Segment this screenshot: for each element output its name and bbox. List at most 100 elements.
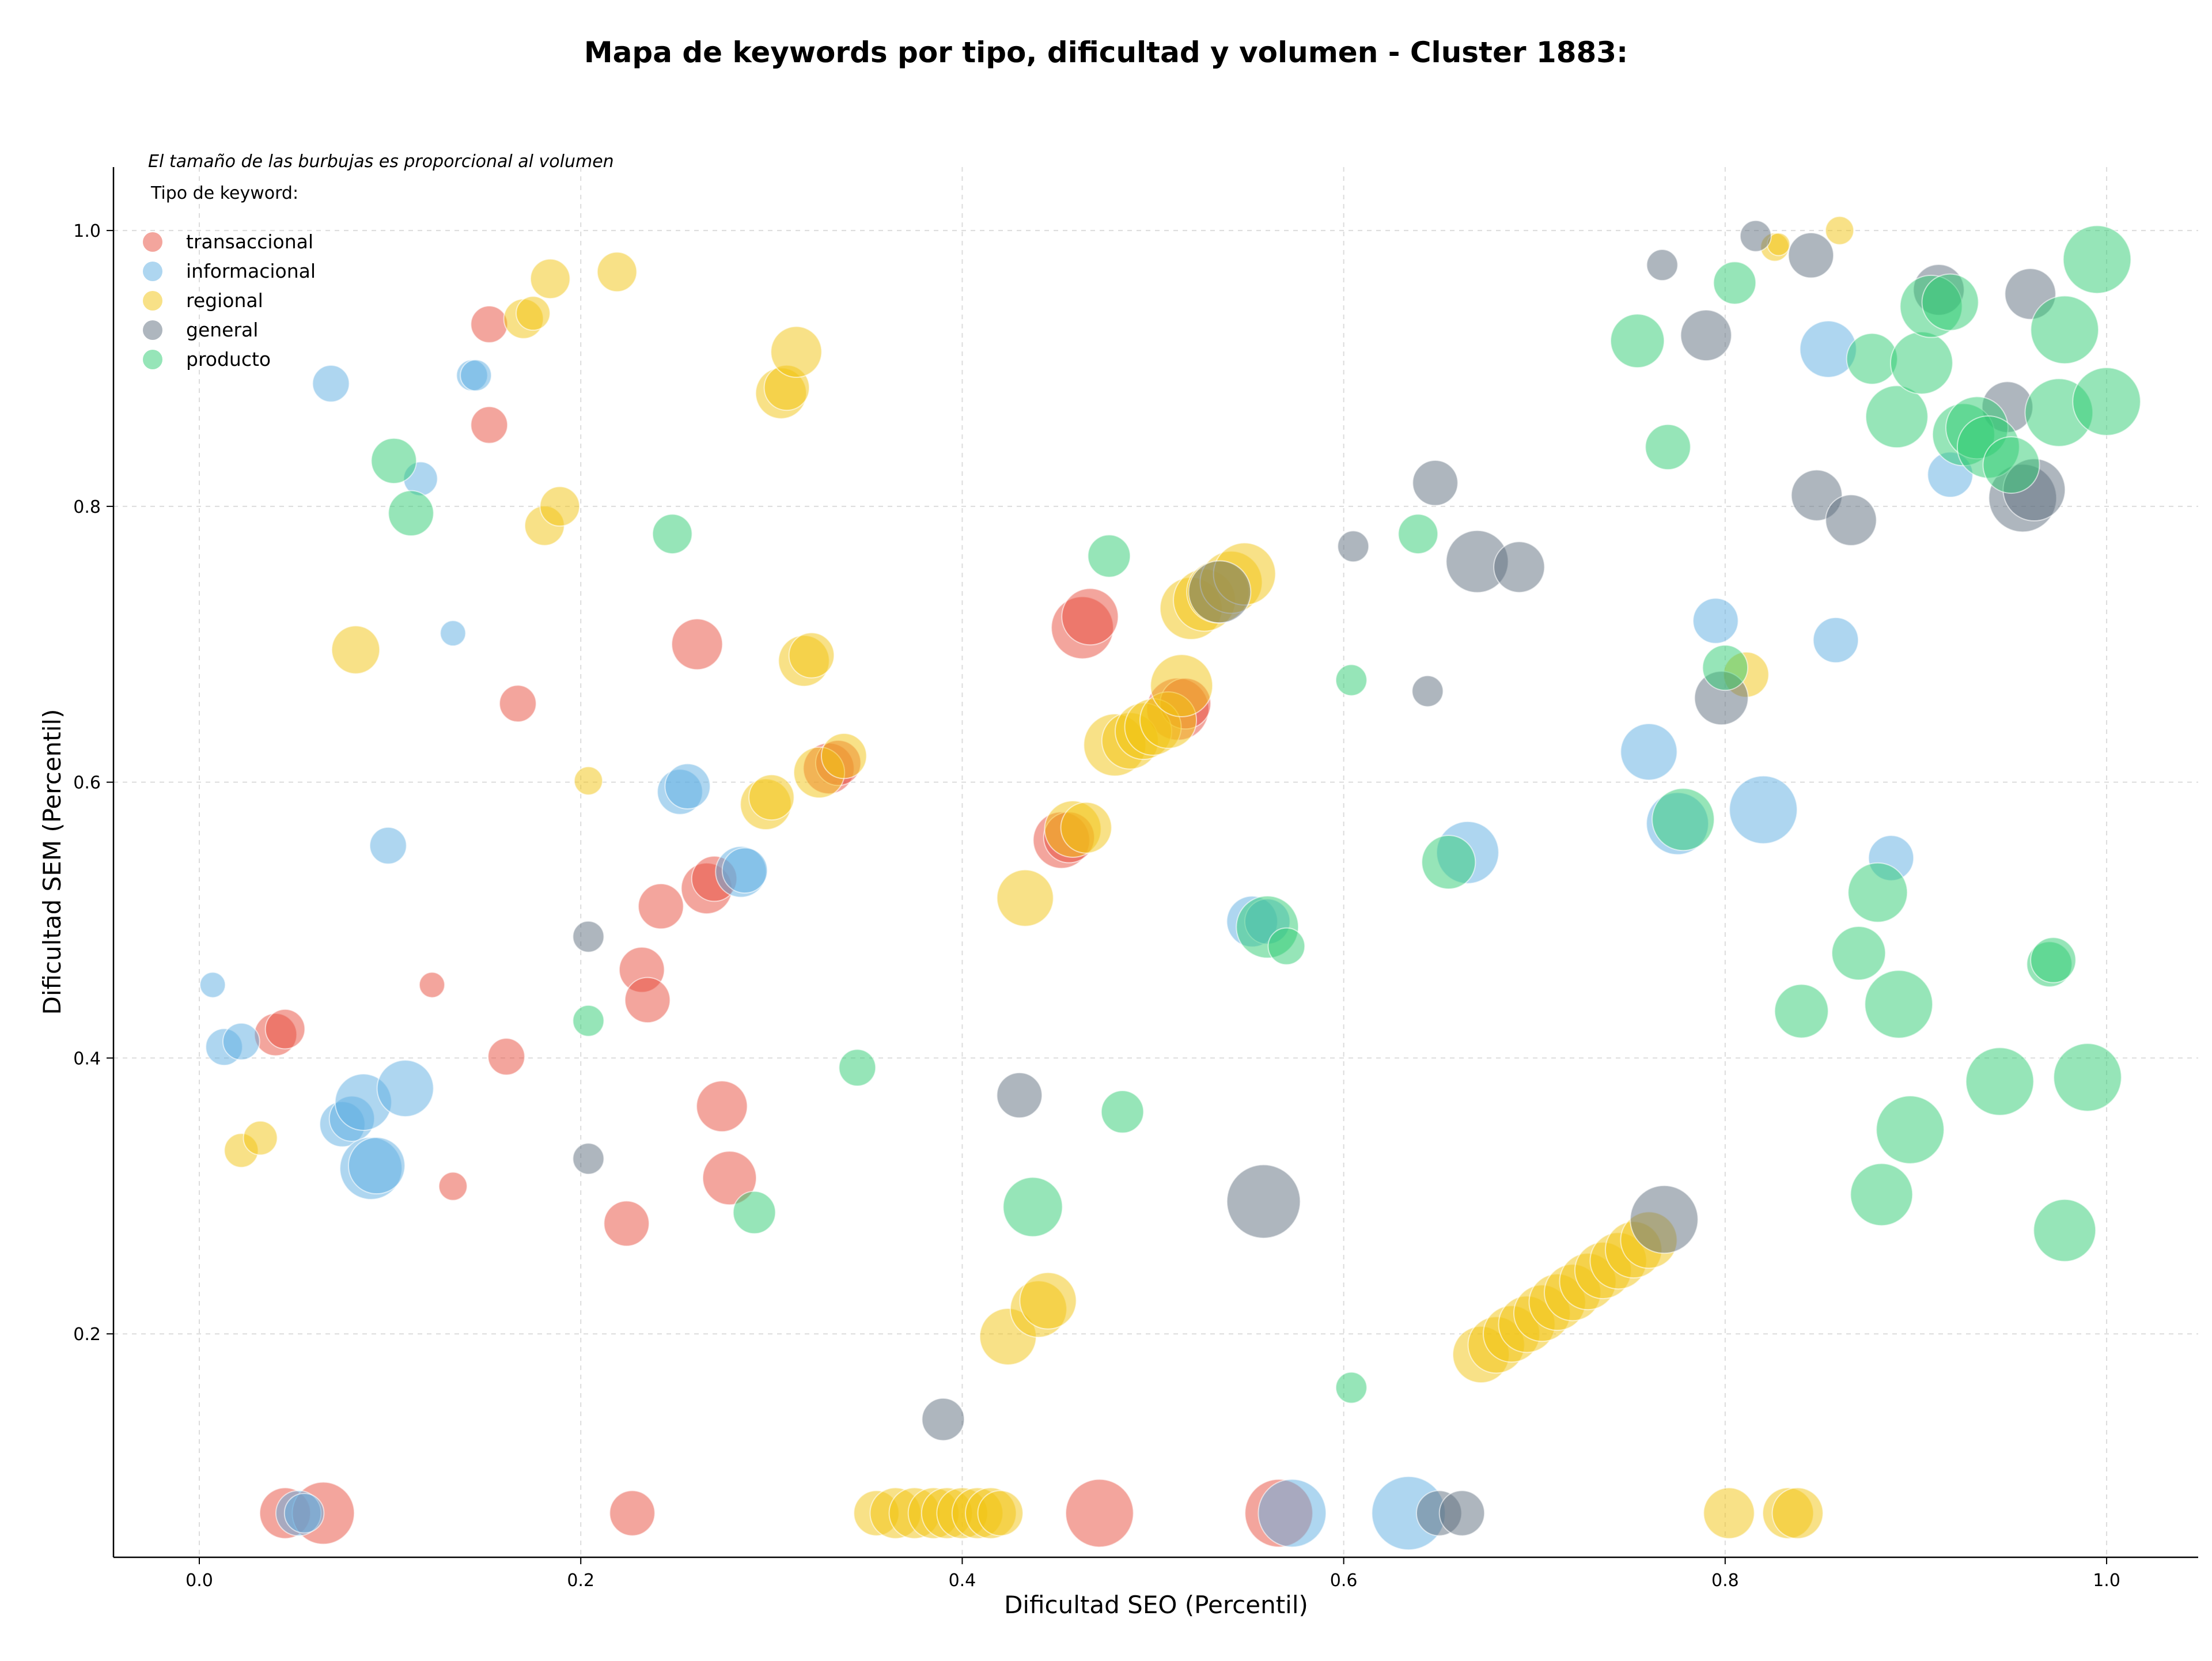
bubble-producto bbox=[1876, 1095, 1945, 1164]
bubble-producto bbox=[2062, 225, 2132, 294]
bubble-transaccional bbox=[1065, 1478, 1134, 1548]
bubble-regional bbox=[1825, 215, 1855, 245]
bubble-transaccional bbox=[470, 406, 509, 444]
bubble-general bbox=[1411, 675, 1444, 707]
bubble-general bbox=[572, 1142, 605, 1175]
bubble-transaccional bbox=[702, 1151, 757, 1206]
bubble-regional bbox=[1060, 801, 1112, 854]
bubble-producto bbox=[1087, 534, 1131, 578]
bubble-producto bbox=[2053, 1043, 2122, 1112]
bubble-producto bbox=[1965, 1047, 2035, 1116]
bubble-producto bbox=[652, 513, 693, 555]
bubble-producto bbox=[1864, 970, 1933, 1039]
bubble-general bbox=[1739, 220, 1772, 252]
legend: El tamaño de las burbujas es proporciona… bbox=[143, 152, 614, 370]
bubble-transaccional bbox=[696, 1080, 748, 1133]
bubble-producto bbox=[1645, 423, 1691, 471]
bubble-regional bbox=[770, 326, 823, 378]
bubble-transaccional bbox=[671, 618, 724, 671]
bubble-producto bbox=[1702, 644, 1749, 691]
y-tick-label: 0.8 bbox=[73, 497, 101, 517]
bubble-producto bbox=[1850, 1163, 1914, 1227]
bubble-transaccional bbox=[487, 1038, 525, 1076]
bubble-general bbox=[921, 1397, 965, 1441]
bubble-transaccional bbox=[624, 977, 671, 1024]
bubble-regional bbox=[529, 258, 571, 300]
y-axis-label: Dificultad SEM (Percentil) bbox=[38, 709, 66, 1015]
bubble-general bbox=[1188, 560, 1252, 624]
bubble-regional bbox=[788, 632, 835, 679]
bubble-producto bbox=[2030, 295, 2100, 365]
bubble-regional bbox=[331, 625, 381, 675]
bubble-general bbox=[1630, 1185, 1699, 1254]
legend-label-informacional: informacional bbox=[186, 260, 316, 282]
bubble-regional bbox=[1771, 1487, 1824, 1539]
bubble-informacional bbox=[460, 359, 493, 392]
legend-marker-producto bbox=[143, 350, 162, 369]
bubble-producto bbox=[2030, 937, 2077, 983]
legend-label-general: general bbox=[186, 319, 258, 341]
bubble-transaccional bbox=[438, 1171, 468, 1201]
bubble-regional bbox=[573, 766, 603, 796]
bubble-producto bbox=[1831, 925, 1887, 981]
bubble-transaccional bbox=[609, 1490, 656, 1537]
bubble-producto bbox=[2033, 1198, 2097, 1262]
bubble-general bbox=[1825, 494, 1877, 546]
bubble-producto bbox=[1921, 273, 1979, 331]
bubble-producto bbox=[1335, 664, 1368, 697]
bubble-regional bbox=[996, 869, 1054, 927]
bubble-producto bbox=[572, 1004, 605, 1037]
series-informacional bbox=[199, 320, 1974, 1551]
bubble-transaccional bbox=[418, 971, 445, 998]
bubble-informacional bbox=[1692, 597, 1739, 644]
bubble-producto bbox=[1846, 332, 1898, 385]
bubble-informacional bbox=[1257, 1478, 1327, 1548]
ticks: 0.0 0.2 0.4 0.6 0.8 1.0 0.2 0.4 0.6 0.8 1.0 bbox=[73, 221, 2120, 1591]
bubble-producto bbox=[1335, 1371, 1368, 1404]
data-points bbox=[199, 215, 2141, 1551]
bubble-informacional bbox=[347, 1137, 406, 1195]
axes bbox=[112, 167, 2198, 1558]
bubble-regional bbox=[977, 1490, 1024, 1537]
bubble-general bbox=[1412, 459, 1459, 506]
bubble-general bbox=[1438, 1490, 1486, 1537]
bubble-producto bbox=[1652, 788, 1715, 852]
bubble-informacional bbox=[1620, 722, 1678, 781]
y-tick-label: 0.4 bbox=[73, 1049, 101, 1069]
legend-marker-regional bbox=[143, 291, 162, 311]
bubble-informacional bbox=[1812, 616, 1859, 664]
legend-label-transaccional: transaccional bbox=[186, 230, 313, 253]
y-tick-label: 0.6 bbox=[73, 773, 101, 793]
bubble-producto bbox=[1267, 927, 1306, 966]
bubble-informacional bbox=[283, 1493, 325, 1534]
bubble-producto bbox=[1002, 1176, 1063, 1238]
bubble-regional bbox=[596, 251, 638, 293]
bubble-producto bbox=[1713, 261, 1757, 305]
bubble-general bbox=[1646, 249, 1679, 281]
bubble-general bbox=[996, 1072, 1043, 1119]
x-tick-label: 0.2 bbox=[567, 1571, 594, 1591]
bubble-informacional bbox=[222, 1022, 260, 1061]
bubble-producto bbox=[1982, 436, 2040, 494]
bubble-informacional bbox=[440, 620, 467, 647]
bubble-producto bbox=[732, 1190, 777, 1235]
bubble-general bbox=[572, 920, 605, 953]
y-tick-label: 1.0 bbox=[73, 221, 101, 241]
bubble-producto bbox=[1889, 331, 1953, 395]
bubble-transaccional bbox=[603, 1200, 650, 1247]
bubble-general bbox=[1226, 1164, 1301, 1239]
bubble-size-note: El tamaño de las burbujas es proporciona… bbox=[148, 152, 614, 172]
bubble-informacional bbox=[369, 826, 407, 865]
bubble-transaccional bbox=[499, 684, 537, 723]
bubble-regional bbox=[1150, 654, 1214, 717]
bubble-producto bbox=[1774, 983, 1829, 1039]
legend-marker-transaccional bbox=[143, 232, 162, 252]
bubble-informacional bbox=[312, 364, 350, 403]
legend-label-regional: regional bbox=[186, 289, 263, 312]
bubble-transaccional bbox=[470, 305, 509, 343]
bubble-producto bbox=[838, 1049, 877, 1087]
series-regional bbox=[224, 215, 1855, 1539]
bubble-regional bbox=[539, 486, 581, 527]
bubble-regional bbox=[516, 296, 551, 331]
x-tick-label: 0.4 bbox=[949, 1571, 976, 1591]
